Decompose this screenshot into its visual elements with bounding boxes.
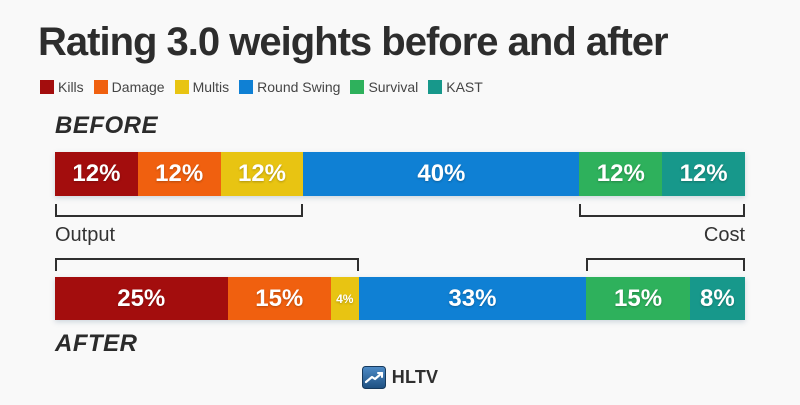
legend-label: KAST <box>446 79 483 95</box>
legend-label: Survival <box>368 79 419 95</box>
before-bar: 12% 12% 12% 40% 12% 12% <box>55 152 745 196</box>
legend-item-kast: KAST <box>428 79 483 95</box>
output-label: Output <box>55 224 116 246</box>
bar-segment-value: 12% <box>72 160 121 187</box>
after-output-bracket <box>55 258 359 271</box>
cost-label: Cost <box>703 224 745 246</box>
bar-segment-kast: 12% <box>662 152 745 196</box>
before-bracket-row <box>55 204 745 217</box>
bar-segment-round-swing: 33% <box>358 277 587 320</box>
legend-label: Damage <box>111 79 165 95</box>
after-label: AFTER <box>55 330 138 357</box>
bar-segment-value: 8% <box>700 284 735 312</box>
hltv-logo-text: HLTV <box>391 367 439 387</box>
legend-label: Round Swing <box>257 79 341 95</box>
bar-segment-value: 33% <box>448 284 497 312</box>
bar-segment-value: 4% <box>336 291 354 306</box>
legend-swatch-icon <box>428 80 443 94</box>
bar-segment-survival: 12% <box>579 152 663 196</box>
legend-label: Kills <box>58 79 84 95</box>
bar-segment-damage: 12% <box>137 152 221 196</box>
bar-segment-value: 25% <box>117 284 166 312</box>
bar-segment-damage: 15% <box>227 277 331 320</box>
bar-segment-round-swing: 40% <box>303 152 580 196</box>
bar-segment-value: 15% <box>614 284 663 312</box>
bar-segment-kills: 12% <box>55 152 138 196</box>
bar-segment-value: 40% <box>417 160 466 187</box>
bar-segment-value: 12% <box>155 160 204 187</box>
bar-segment-value: 15% <box>255 284 304 312</box>
bar-segment-multis: 12% <box>220 152 304 196</box>
bar-segment-value: 12% <box>237 160 287 187</box>
legend-label: Multis <box>192 79 230 95</box>
bar-segment-value: 12% <box>679 160 728 187</box>
legend-swatch-icon <box>239 80 254 94</box>
legend-swatch-icon <box>40 80 54 94</box>
footer-brand: HLTV <box>0 366 800 389</box>
bar-segment-survival: 15% <box>586 277 690 320</box>
bar-segment-kills: 25% <box>55 277 228 320</box>
legend-swatch-icon <box>93 80 108 94</box>
legend-swatch-icon <box>350 80 365 94</box>
before-cost-bracket <box>579 204 745 217</box>
after-cost-bracket <box>586 258 745 271</box>
legend-item-multis: Multis <box>174 79 230 95</box>
before-label: BEFORE <box>55 112 159 139</box>
legend-swatch-icon <box>174 80 189 94</box>
page-title: Rating 3.0 weights before and after <box>38 20 669 64</box>
legend-item-survival: Survival <box>350 79 418 95</box>
hltv-logo-icon <box>361 366 386 389</box>
after-bar: 25% 15% 4% 33% 15% 8% <box>55 277 745 320</box>
bar-segment-value: 12% <box>596 160 645 187</box>
bar-segment-multis: 4% <box>331 277 359 320</box>
after-bracket-row <box>55 258 745 271</box>
legend: Kills Damage Multis Round Swing Survival KAST <box>40 79 483 95</box>
legend-item-damage: Damage <box>93 79 165 95</box>
legend-item-round-swing: Round Swing <box>239 79 340 95</box>
before-output-bracket <box>55 204 304 217</box>
bar-segment-kast: 8% <box>689 277 745 320</box>
legend-item-kills: Kills <box>40 79 84 95</box>
